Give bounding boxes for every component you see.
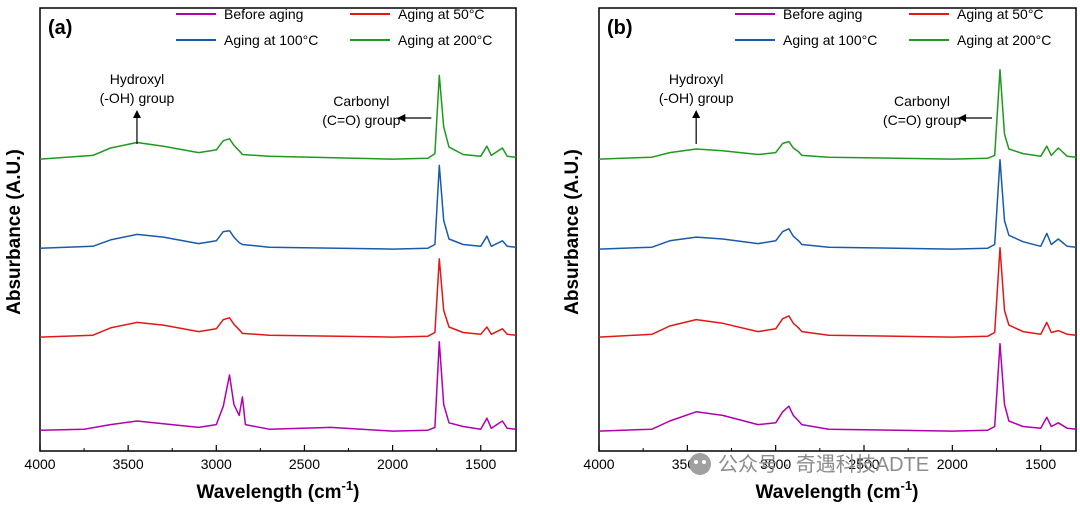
series-line-aging-at-100-c [598,159,1077,250]
series-line-aging-at-200-c [598,69,1077,160]
legend: Before aging Aging at 50°C Aging at 100°C A… [735,6,1051,48]
x-tick-label: 4000 [583,456,614,472]
x-axis-title-tail: ) [912,482,918,503]
x-tick-label: 3000 [201,456,232,472]
x-tick-label: 2500 [289,456,320,472]
legend-label-aging-at-200-c: Aging at 200°C [957,32,1051,48]
series-line-before-aging [39,341,517,432]
annotations: Hydroxyl (-OH) group Carbonyl (C=O) group [100,71,432,144]
series-line-aging-at-200-c [39,74,517,160]
annotation-carbonyl-label: Carbonyl [333,93,389,109]
x-tick-label: 1500 [465,456,496,472]
legend: Before aging Aging at 50°C Aging at 100°C A… [176,6,492,48]
annotation-carbonyl-label: Carbonyl [894,93,950,109]
annotation-carbonyl-label: (C=O) group [883,112,961,128]
watermark-text: 公众号 · 奇遇科技ADTE [718,453,929,476]
series-group [598,69,1077,432]
legend-label-before-aging: Before aging [224,6,303,22]
legend-label-aging-at-200-c: Aging at 200°C [398,32,492,48]
y-axis-title: Absurbance (A.U.) [4,149,25,315]
series-line-before-aging [598,342,1077,432]
arrow-up-icon [132,110,141,118]
annotation-carbonyl-label: (C=O) group [322,112,400,128]
annotation-hydroxyl-label: Hydroxyl [110,71,164,87]
arrow-left-icon [397,114,406,122]
x-axis: 4000 3500 3000 2500 2000 1500 [583,445,1056,472]
legend-label-aging-at-50-c: Aging at 50°C [957,6,1044,22]
panel-label: (b) [607,17,633,39]
x-axis-title-sup: -1 [342,478,354,493]
panel-label: (a) [48,17,72,39]
annotation-hydroxyl-label: (-OH) group [100,90,175,106]
x-axis-title-tail: ) [353,482,359,503]
series-line-aging-at-100-c [39,164,517,250]
x-axis-title: Wavelength (cm-1) [756,478,919,503]
plot-frame [598,7,1077,452]
arrow-left-icon [958,114,967,122]
x-tick-label: 3500 [113,456,144,472]
x-tick-label: 2000 [937,456,968,472]
x-axis-title-sup: -1 [901,478,913,493]
x-tick-label: 1500 [1025,456,1056,472]
x-tick-label: 4000 [24,456,55,472]
panel-b: (b) Before aging Aging at 50°C Aging at 10… [562,6,1077,503]
legend-label-before-aging: Before aging [783,6,862,22]
watermark: 公众号 · 奇遇科技ADTE [689,453,929,476]
legend-label-aging-at-50-c: Aging at 50°C [398,6,485,22]
wechat-icon [689,453,711,475]
x-axis: 4000 3500 3000 2500 2000 1500 [24,445,497,472]
annotation-hydroxyl-label: (-OH) group [659,90,734,106]
x-tick-label: 2000 [377,456,408,472]
y-axis-title: Absurbance (A.U.) [562,149,583,315]
annotation-hydroxyl-label: Hydroxyl [669,71,723,87]
wechat-icon-dot [694,460,698,464]
x-axis-title-main: Wavelength (cm [197,482,342,503]
plot-frame [39,7,517,452]
x-tick-label: 2500 [848,456,879,472]
x-axis-title-main: Wavelength (cm [756,482,901,503]
wechat-icon-dot [702,460,706,464]
legend-label-aging-at-100-c: Aging at 100°C [783,32,877,48]
x-axis-title: Wavelength (cm-1) [197,478,360,503]
annotations: Hydroxyl (-OH) group Carbonyl (C=O) group [659,71,993,144]
legend-label-aging-at-100-c: Aging at 100°C [224,32,318,48]
arrow-up-icon [692,110,701,118]
panel-a: (a) Before aging Aging at 50°C Aging at 10… [4,6,517,503]
x-tick-label: 3000 [760,456,791,472]
series-line-aging-at-50-c [598,247,1077,338]
series-group [39,74,517,432]
series-line-aging-at-50-c [39,258,517,338]
